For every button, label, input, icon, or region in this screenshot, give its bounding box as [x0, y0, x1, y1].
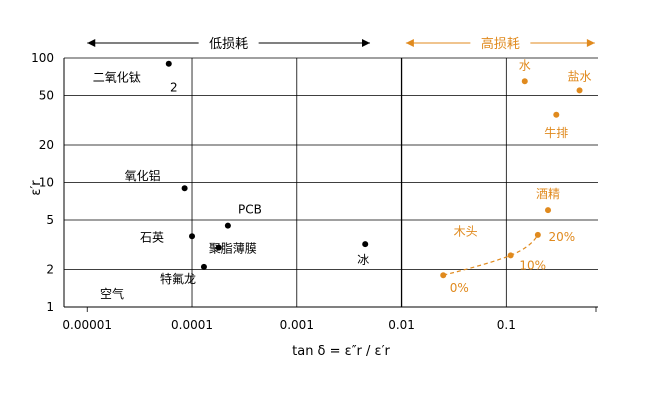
- data-points: [165, 60, 583, 279]
- data-point: [521, 78, 528, 85]
- point-label: 酒精: [536, 187, 560, 201]
- low-loss-arrow-label: 低损耗: [209, 37, 248, 52]
- y-tick-label: 50: [39, 88, 54, 102]
- high-loss-arrow-label: 高损耗: [481, 36, 520, 52]
- axis-ticks: 1 2 5 10 20 50 100 0.00001 0.0001 0.001 0.01 0.1: [31, 51, 516, 332]
- data-point: [200, 263, 207, 270]
- point-label: 牛排: [544, 125, 568, 140]
- data-point: [440, 272, 447, 279]
- point-label: PCB: [238, 203, 262, 217]
- high-loss-arrow-head-right: [586, 39, 595, 47]
- y-tick-label: 100: [31, 51, 54, 65]
- data-point: [362, 241, 369, 248]
- y-tick-label: 5: [46, 213, 54, 227]
- data-point: [189, 233, 196, 240]
- point-label: 盐水: [568, 69, 592, 83]
- x-tick-label: 0.00001: [62, 318, 112, 332]
- x-tick-label: 0.01: [388, 318, 415, 332]
- x-axis-title: tan δ = ε″r / ε′r: [292, 344, 390, 359]
- loss-arrows: 低损耗 高损耗: [87, 36, 595, 52]
- point-label: 特氟龙: [160, 271, 196, 286]
- data-point: [576, 87, 583, 94]
- low-loss-arrow-head-left: [87, 39, 96, 47]
- titanium-subscript: 2: [170, 81, 178, 95]
- low-loss-arrow-head-right: [362, 39, 371, 47]
- point-label: 水: [519, 58, 531, 72]
- point-label: 氧化铝: [125, 168, 161, 183]
- y-tick-label: 10: [39, 176, 54, 190]
- y-axis-title: ε′r: [29, 180, 44, 196]
- point-label: 石英: [140, 230, 164, 244]
- x-tick-label: 0.001: [280, 318, 314, 332]
- point-label: 20%: [549, 230, 576, 244]
- data-point: [534, 231, 541, 238]
- point-label: 0%: [450, 281, 469, 295]
- point-label: 冰: [357, 253, 369, 267]
- grid: [63, 57, 598, 312]
- data-point: [507, 252, 514, 259]
- x-tick-label: 0.0001: [171, 318, 213, 332]
- air-label: 空气: [100, 286, 124, 301]
- data-point: [545, 207, 552, 214]
- high-loss-arrow-head-left: [405, 39, 414, 47]
- data-point: [224, 222, 231, 229]
- wood-label: 木头: [454, 224, 478, 238]
- data-point: [181, 185, 188, 192]
- y-tick-label: 1: [46, 300, 54, 314]
- y-tick-label: 2: [46, 263, 54, 277]
- data-point: [553, 111, 560, 118]
- y-tick-label: 20: [39, 138, 54, 152]
- point-label: 二氧化钛: [93, 70, 141, 85]
- axis-titles: tan δ = ε″r / ε′r ε′r: [29, 180, 391, 359]
- x-tick-label: 0.1: [497, 318, 516, 332]
- point-label: 聚脂薄膜: [209, 241, 257, 256]
- data-point: [215, 244, 222, 251]
- point-label: 10%: [519, 258, 546, 272]
- data-point: [165, 60, 172, 67]
